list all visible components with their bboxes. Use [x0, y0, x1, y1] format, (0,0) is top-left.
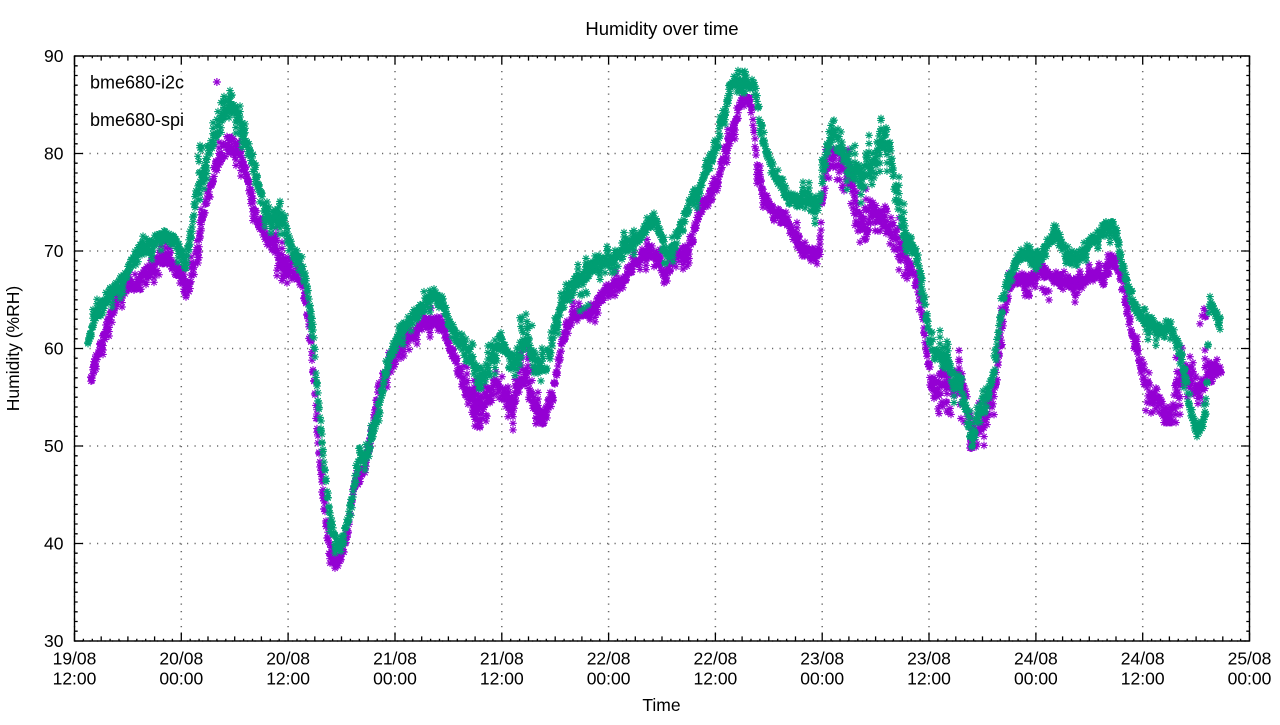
svg-text:20/08: 20/08 — [159, 649, 203, 669]
svg-text:bme680-i2c: bme680-i2c — [90, 73, 184, 93]
svg-text:22/08: 22/08 — [587, 649, 631, 669]
svg-text:12:00: 12:00 — [53, 669, 97, 689]
svg-text:12:00: 12:00 — [1121, 669, 1165, 689]
svg-text:12:00: 12:00 — [907, 669, 951, 689]
svg-text:24/08: 24/08 — [1014, 649, 1058, 669]
svg-text:21/08: 21/08 — [480, 649, 524, 669]
svg-text:30: 30 — [44, 631, 64, 651]
svg-text:60: 60 — [44, 339, 64, 359]
svg-text:12:00: 12:00 — [266, 669, 310, 689]
svg-text:12:00: 12:00 — [694, 669, 738, 689]
svg-text:00:00: 00:00 — [159, 669, 203, 689]
svg-text:24/08: 24/08 — [1121, 649, 1165, 669]
svg-text:23/08: 23/08 — [907, 649, 951, 669]
svg-text:19/08: 19/08 — [53, 649, 97, 669]
svg-text:50: 50 — [44, 436, 64, 456]
svg-text:12:00: 12:00 — [480, 669, 524, 689]
svg-text:90: 90 — [44, 46, 64, 66]
svg-text:00:00: 00:00 — [373, 669, 417, 689]
svg-text:80: 80 — [44, 144, 64, 164]
svg-text:00:00: 00:00 — [587, 669, 631, 689]
svg-text:00:00: 00:00 — [1228, 669, 1272, 689]
svg-text:21/08: 21/08 — [373, 649, 417, 669]
svg-text:23/08: 23/08 — [800, 649, 844, 669]
svg-text:Time: Time — [642, 695, 680, 715]
svg-text:40: 40 — [44, 534, 64, 554]
svg-text:22/08: 22/08 — [694, 649, 738, 669]
svg-text:25/08: 25/08 — [1228, 649, 1272, 669]
svg-text:Humidity over time: Humidity over time — [585, 18, 738, 39]
svg-text:00:00: 00:00 — [800, 669, 844, 689]
svg-text:20/08: 20/08 — [266, 649, 310, 669]
svg-text:Humidity (%RH): Humidity (%RH) — [3, 286, 23, 411]
svg-text:00:00: 00:00 — [1014, 669, 1058, 689]
svg-text:bme680-spi: bme680-spi — [90, 110, 184, 130]
svg-text:70: 70 — [44, 241, 64, 261]
